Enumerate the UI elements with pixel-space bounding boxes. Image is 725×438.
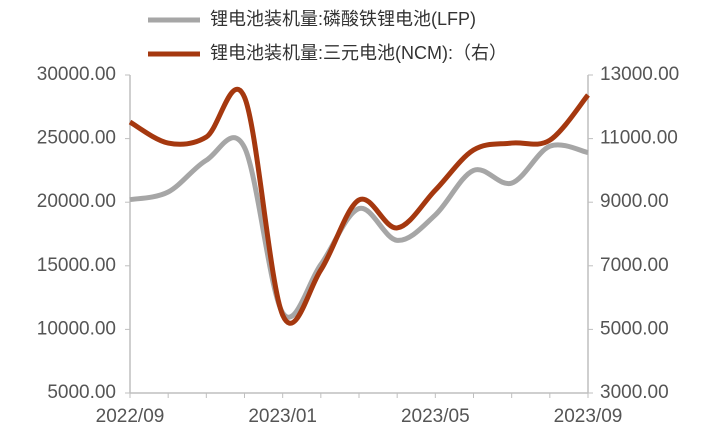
legend-label: 锂电池装机量:磷酸铁锂电池(LFP): [210, 9, 476, 29]
y-tick-label: 10000.00: [37, 318, 116, 339]
x-tick-label: 2023/05: [401, 406, 470, 427]
y-tick-label: 20000.00: [37, 191, 116, 212]
x-tick-label: 2023/01: [248, 406, 317, 427]
series-line: [129, 135, 589, 320]
x-tick-label: 2022/09: [96, 406, 165, 427]
y2-tick-label: 3000.00: [600, 382, 669, 403]
y-tick-label: 25000.00: [37, 128, 116, 149]
y2-tick-label: 5000.00: [600, 318, 669, 339]
y-tick-label: 30000.00: [37, 64, 116, 85]
y-tick-label: 5000.00: [47, 382, 116, 403]
x-tick-label: 2023/09: [554, 406, 623, 427]
legend: 锂电池装机量:磷酸铁锂电池(LFP) 锂电池装机量:三元电池(NCM):（右）: [148, 9, 507, 63]
y2-tick-label: 7000.00: [600, 255, 669, 276]
legend-label: 锂电池装机量:三元电池(NCM):（右）: [210, 43, 507, 63]
y2-tick-label: 9000.00: [600, 191, 669, 212]
y2-tick-label: 11000.00: [600, 128, 678, 149]
series-line: [128, 86, 590, 326]
y2-tick-label: 13000.00: [600, 64, 679, 85]
y-tick-label: 15000.00: [37, 255, 116, 276]
